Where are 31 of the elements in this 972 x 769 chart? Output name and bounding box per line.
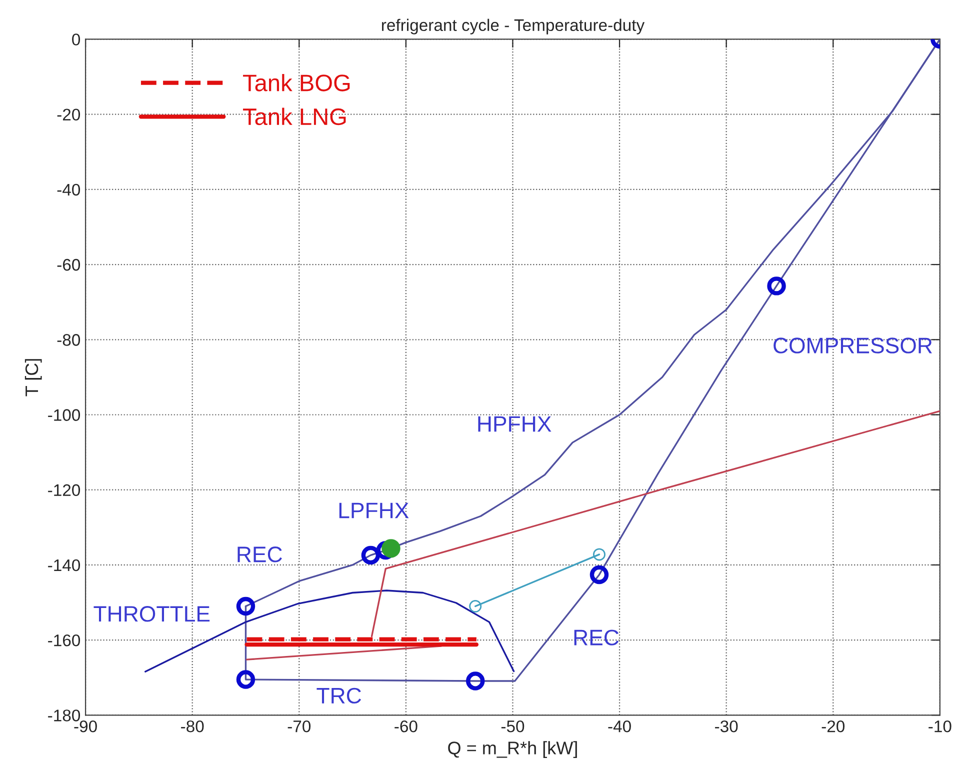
- x-tick-label: -40: [608, 720, 631, 732]
- annotation: THROTTLE: [94, 606, 210, 622]
- x-tick-label: -50: [501, 720, 524, 732]
- annotation: REC: [574, 630, 619, 646]
- y-tick-label: -60: [57, 258, 80, 271]
- x-tick-label: -20: [822, 720, 845, 732]
- annotation: COMPRESSOR: [774, 338, 932, 354]
- x-tick-label: -90: [74, 720, 97, 732]
- annotation: HPFHX: [478, 416, 552, 432]
- y-tick-label: -160: [48, 634, 80, 646]
- chart-title: refrigerant cycle - Temperature-duty: [382, 18, 645, 34]
- y-tick-label: -100: [48, 409, 80, 421]
- annotation: LPFHX: [339, 502, 409, 518]
- y-tick-label: -140: [48, 559, 80, 572]
- y-tick-label: -20: [57, 108, 80, 121]
- x-tick-label: -60: [394, 720, 418, 732]
- y-tick-label: -120: [48, 484, 80, 496]
- y-tick-label: 0: [72, 34, 80, 46]
- x-axis-title: Q = m_R*h [kW]: [448, 741, 577, 758]
- legend-label: Tank LNG: [243, 108, 346, 126]
- y-axis-title: T [C]: [24, 359, 42, 396]
- legend-label: Tank BOG: [243, 74, 350, 92]
- x-tick-label: -10: [928, 720, 952, 732]
- y-tick-label: -180: [48, 710, 80, 722]
- x-tick-label: -30: [715, 720, 738, 732]
- x-tick-label: -70: [288, 720, 311, 732]
- y-tick-label: -80: [57, 334, 80, 346]
- x-tick-label: -80: [181, 720, 204, 732]
- y-tick-label: -40: [57, 184, 80, 196]
- annotation: REC: [238, 546, 282, 562]
- annotation: TRC: [316, 688, 362, 704]
